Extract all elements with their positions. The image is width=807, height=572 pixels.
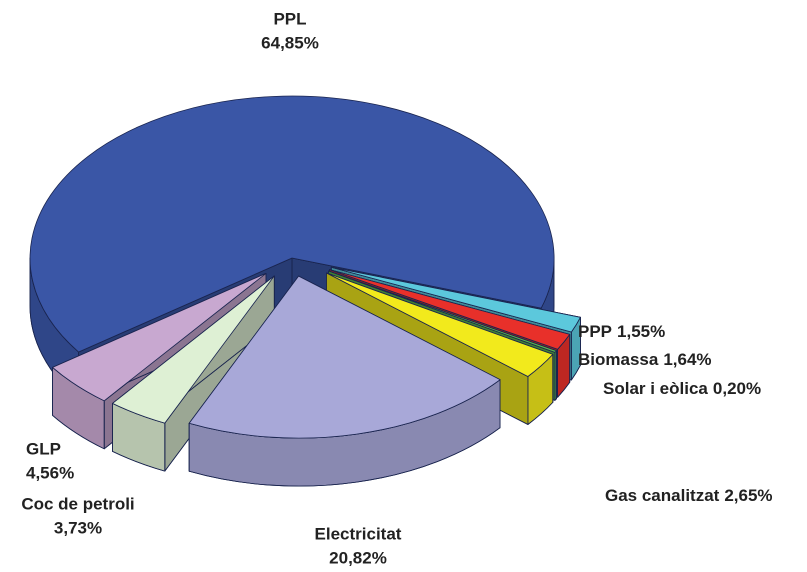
slice bbox=[326, 272, 554, 377]
slice-label: PPP 1,55% bbox=[578, 322, 665, 341]
slice-shade bbox=[554, 350, 557, 401]
value-label: 20,82% bbox=[329, 548, 387, 567]
category-label: Biomassa bbox=[578, 350, 659, 369]
category-label: Electricitat bbox=[315, 524, 402, 543]
category-label: GLP bbox=[26, 439, 61, 458]
value-label: 2,65% bbox=[724, 486, 772, 505]
slice bbox=[29, 95, 555, 353]
slice-label: Gas canalitzat 2,65% bbox=[605, 486, 773, 505]
slice bbox=[328, 270, 557, 353]
category-label: Solar i eòlica bbox=[603, 379, 708, 398]
slice bbox=[329, 269, 571, 350]
category-label: Gas canalitzat bbox=[605, 486, 720, 505]
slice-label: Biomassa 1,64% bbox=[578, 350, 712, 369]
value-label: 1,55% bbox=[617, 322, 665, 341]
slice bbox=[330, 266, 581, 333]
category-label: PPL bbox=[273, 9, 306, 28]
category-label: Coc de petroli bbox=[21, 494, 134, 513]
slice-label: Solar i eòlica 0,20% bbox=[603, 379, 761, 398]
value-label: 0,20% bbox=[713, 379, 761, 398]
value-label: 3,73% bbox=[54, 518, 102, 537]
value-label: 1,64% bbox=[663, 350, 711, 369]
value-label: 64,85% bbox=[261, 33, 319, 52]
value-label: 4,56% bbox=[26, 463, 74, 482]
slice bbox=[188, 275, 501, 439]
slice bbox=[52, 273, 267, 402]
category-label: PPP bbox=[578, 322, 612, 341]
slice bbox=[112, 275, 275, 424]
